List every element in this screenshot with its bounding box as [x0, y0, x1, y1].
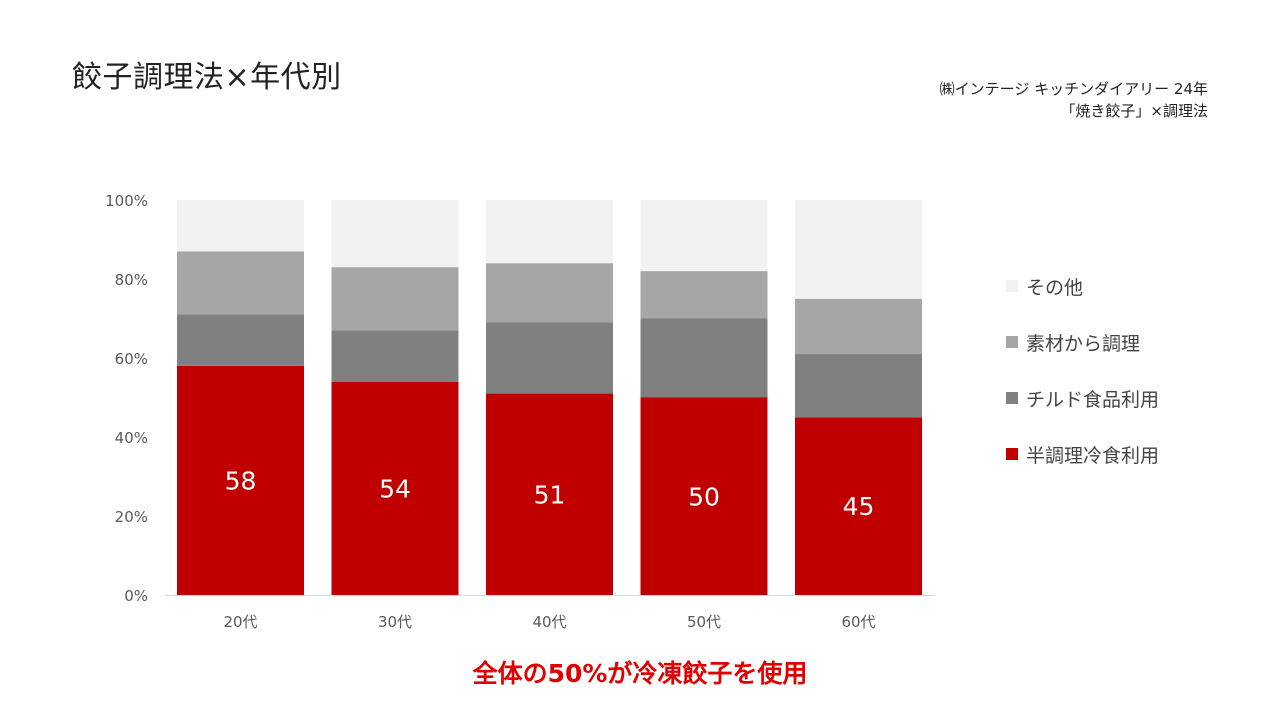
data-label: 45 [843, 492, 875, 521]
y-tick-label: 60% [115, 350, 148, 368]
bar-segment [331, 381, 459, 595]
bar-segment [177, 251, 304, 315]
bar-segment [640, 318, 768, 398]
bar-segment [486, 263, 613, 323]
y-tick-label: 40% [115, 429, 148, 447]
bar-segment [331, 267, 459, 331]
legend-item: チルド食品利用 [1006, 382, 1159, 414]
data-label: 54 [379, 474, 411, 503]
bar-segment [795, 298, 922, 355]
summary-note: 全体の50%が冷凍餃子を使用 [472, 659, 808, 688]
bar-segment [486, 393, 613, 595]
bar-segment [795, 200, 922, 299]
bar-segment [640, 200, 768, 272]
bar-segment [331, 330, 459, 382]
legend-label: その他 [1026, 276, 1084, 299]
y-tick-label: 0% [124, 587, 148, 605]
legend-swatch [1006, 392, 1018, 404]
data-label: 50 [688, 482, 720, 511]
bar-segment [177, 365, 304, 595]
bar-segment [795, 354, 922, 418]
data-label: 58 [225, 466, 257, 495]
legend-item: 素材から調理 [1006, 326, 1159, 358]
x-tick-label: 30代 [378, 613, 412, 631]
bar-segment [177, 200, 304, 252]
source-line-1: ㈱インテージ キッチンダイアリー 24年 [939, 80, 1208, 98]
source-note: ㈱インテージ キッチンダイアリー 24年 「焼き餃子」×調理法 [940, 78, 1208, 122]
legend-label: チルド食品利用 [1026, 388, 1160, 411]
legend-label: 半調理冷食利用 [1026, 444, 1160, 467]
legend-item: その他 [1006, 270, 1159, 302]
x-tick-label: 20代 [223, 613, 257, 631]
x-tick-label: 40代 [532, 613, 566, 631]
x-tick-label: 50代 [687, 613, 721, 631]
bar-segment [640, 271, 768, 319]
legend-swatch [1006, 280, 1018, 292]
bar-segment [486, 322, 613, 394]
source-line-2: 「焼き餃子」×調理法 [1060, 102, 1208, 120]
legend-swatch [1006, 336, 1018, 348]
bar-segment [795, 417, 922, 595]
legend-item: 半調理冷食利用 [1006, 438, 1159, 470]
y-tick-label: 20% [115, 508, 148, 526]
page-title: 餃子調理法×年代別 [72, 60, 342, 95]
bar-segment [331, 200, 459, 268]
bar-segment [640, 397, 768, 595]
legend-swatch [1006, 448, 1018, 460]
bar-segment [486, 200, 613, 264]
bar-segment [177, 314, 304, 366]
legend-label: 素材から調理 [1026, 332, 1141, 355]
y-tick-label: 100% [105, 192, 148, 210]
data-label: 51 [534, 480, 566, 509]
x-tick-label: 60代 [841, 613, 875, 631]
y-tick-label: 80% [115, 271, 148, 289]
chart-legend: その他素材から調理 チルド食品利用 半調理冷食利用 [1006, 270, 1159, 494]
